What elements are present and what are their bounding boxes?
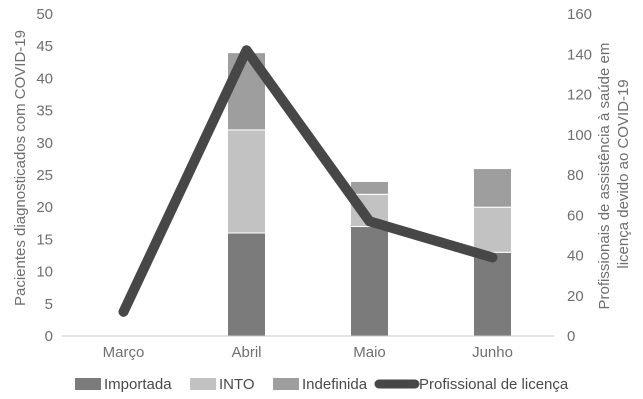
y-tick-left-label: 45 [36, 38, 53, 55]
legend: Importada INTO Indefinida Profissional de l… [75, 376, 569, 393]
y-axis-right-title-line-1: Profissionais de assistência à saúde em [596, 43, 613, 310]
x-axis-ticks: Março Abril Maio Junho [103, 344, 513, 361]
legend-label: Importada [104, 376, 172, 393]
bar-indefinida [350, 180, 389, 195]
y-tick-left-label: 35 [36, 103, 53, 120]
bar-importada [473, 251, 512, 337]
bar-into [473, 206, 512, 253]
y-tick-left-label: 10 [36, 264, 53, 281]
bar-indefinida [473, 168, 512, 208]
y-tick-left-label: 15 [36, 231, 53, 248]
y-axis-right-title-line-2: licença devido ao COVID-19 [615, 79, 632, 268]
bar-importada [227, 232, 266, 337]
line-series [118, 45, 498, 317]
y-tick-right-label: 80 [567, 167, 584, 184]
y-tick-right-label: 40 [567, 248, 584, 265]
bars [227, 52, 512, 337]
y-tick-left-label: 20 [36, 199, 53, 216]
legend-label: Profissional de licença [419, 376, 569, 393]
y-tick-right-label: 0 [567, 328, 575, 345]
y-axis-right-title: Profissionais de assistência à saúde em … [596, 39, 632, 310]
line-profissional-de-licenca [118, 45, 498, 317]
y-tick-right-label: 100 [567, 127, 592, 144]
y-tick-left-label: 25 [36, 167, 53, 184]
y-tick-right-label: 120 [567, 87, 592, 104]
y-axis-left-ticks: 0 5 10 15 20 25 30 35 40 45 50 [36, 6, 53, 345]
bar-importada [350, 226, 389, 337]
y-axis-left-title: Pacientes diagnosticados com COVID-19 [12, 30, 29, 306]
legend-label: Indefinida [302, 376, 368, 393]
x-tick-label: Junho [472, 344, 513, 361]
y-tick-left-label: 0 [45, 328, 53, 345]
legend-swatch [273, 378, 299, 390]
x-tick-label: Abril [231, 344, 261, 361]
legend-swatch [75, 378, 101, 390]
y-tick-left-label: 5 [45, 296, 53, 313]
bar-into [227, 129, 266, 234]
legend-swatch [190, 378, 216, 390]
y-tick-right-label: 60 [567, 207, 584, 224]
y-tick-right-label: 20 [567, 288, 584, 305]
y-tick-left-label: 30 [36, 135, 53, 152]
y-tick-left-label: 40 [36, 70, 53, 87]
x-tick-label: Março [103, 344, 145, 361]
legend-label: INTO [219, 376, 255, 393]
y-tick-left-label: 50 [36, 6, 53, 23]
y-axis-right-ticks: 0 20 40 60 80 100 120 140 160 [567, 6, 592, 345]
x-tick-label: Maio [353, 344, 386, 361]
y-tick-right-label: 140 [567, 46, 592, 63]
y-tick-right-label: 160 [567, 6, 592, 23]
